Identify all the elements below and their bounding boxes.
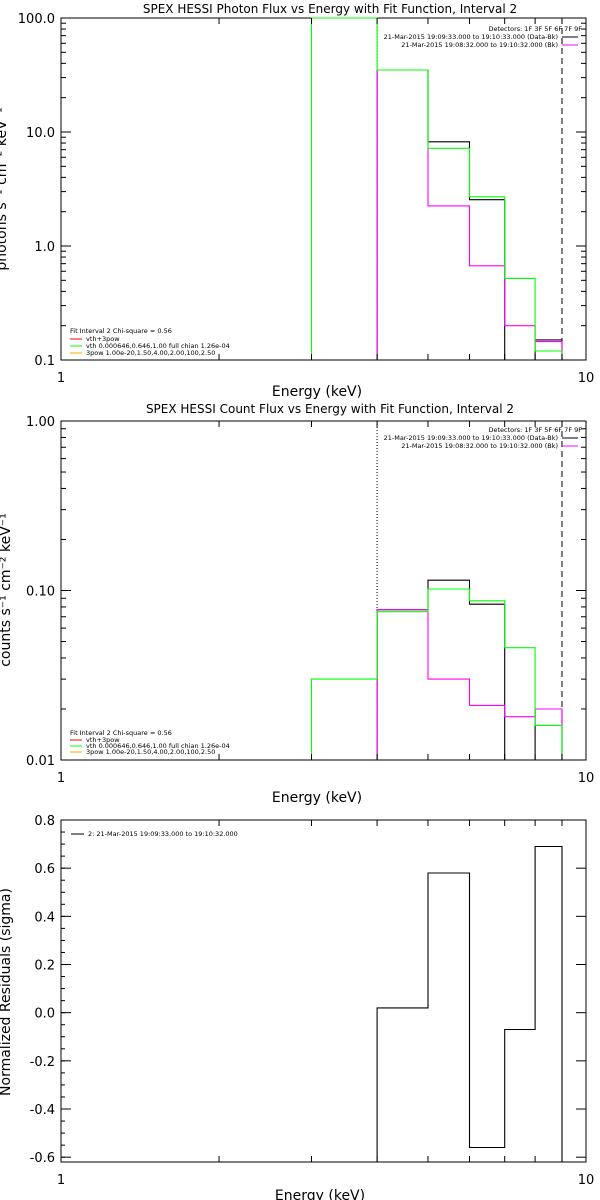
- panel2-ytick-label-3: 1.00: [26, 415, 55, 430]
- panel3-ytick-label-2: -0.4: [30, 1103, 55, 1118]
- panel3-legend-label: 2: 21-Mar-2015 19:09:33.000 to 19:10:32.…: [88, 830, 238, 838]
- panel2-legend-bk: 21-Mar-2015 19:08:32.000 to 19:10:32.000…: [401, 442, 558, 450]
- panel1-x-ticks: 1 10: [57, 18, 594, 386]
- panel1-legend-vth: vth 0.000646,0.646,1.00 full chian 1.26e…: [86, 342, 230, 350]
- panel2-xtick-label-1: 1: [57, 771, 65, 786]
- panel2-plot-frame: [60, 420, 587, 761]
- panel2-legend-vth3pow: vth+3pow: [86, 736, 120, 744]
- panel1-series-3: [310, 17, 563, 360]
- panel1-detectors-label: Detectors: 1F 3F 5F 6F 7F 9F: [488, 25, 582, 33]
- panel2-legend-vth: vth 0.000646,0.646,1.00 full chian 1.26e…: [86, 742, 230, 750]
- panel3-ytick-label-7: 0.6: [34, 862, 55, 877]
- panel1-marks: [310, 17, 563, 361]
- photon-flux-panel: SPEX HESSI Photon Flux vs Energy with Fi…: [0, 2, 594, 400]
- panel1-legend-vth3pow: vth+3pow: [86, 335, 120, 343]
- panel2-y-axis-label: counts s⁻¹ cm⁻² keV⁻¹: [0, 513, 14, 667]
- panel2-ytick-label-2: 0.10: [26, 585, 55, 600]
- panel2-y-ticks: 0.01 0.10 1.00: [26, 415, 586, 769]
- panel2-marks: [310, 421, 563, 761]
- panel1-fit-info: Fit Interval 2 Chi-square = 0.56: [70, 327, 172, 335]
- panel2-series-1: [376, 579, 563, 761]
- panel3-ytick-label-1: -0.6: [30, 1151, 55, 1166]
- panel2-series-2: [376, 609, 563, 760]
- panel2-x-axis-label: Energy (keV): [272, 790, 362, 806]
- panel3-ytick-label-5: 0.2: [34, 959, 55, 974]
- residuals-panel: -0.6 -0.4 -0.2 0.0 0.2 0.4 0.6 0.8 1 10 Energy (…: [0, 814, 594, 1200]
- panel1-legend-3pow: 3pow 1.00e-20,1.50,4.00,2.00,100,2.50: [86, 349, 215, 357]
- panel1-ytick-label-4: 100.0: [18, 12, 55, 27]
- count-flux-panel: SPEX HESSI Count Flux vs Energy with Fit…: [0, 402, 594, 806]
- panel3-x-ticks: 1 10: [57, 820, 594, 1188]
- panel2-title: SPEX HESSI Count Flux vs Energy with Fit…: [146, 402, 514, 416]
- panel3-ytick-label-4: 0.0: [34, 1007, 55, 1022]
- panel1-ytick-label-3: 10.0: [26, 126, 55, 141]
- panel3-x-axis-label: Energy (keV): [275, 1188, 365, 1200]
- panel2-series-3: [310, 588, 563, 760]
- panel1-series-2: [376, 69, 563, 360]
- panel3-y-ticks: -0.6 -0.4 -0.2 0.0 0.2 0.4 0.6 0.8: [30, 814, 586, 1166]
- panel1-y-ticks: 0.1 1.0 10.0 100.0: [18, 12, 586, 369]
- panel2-fit-info: Fit Interval 2 Chi-square = 0.56: [70, 729, 172, 737]
- panel1-legend-data-bk: 21-Mar-2015 19:09:33.000 to 19:10:33.000…: [384, 33, 558, 41]
- panel1-xtick-label-2: 10: [578, 371, 595, 386]
- panel3-ytick-label-8: 0.8: [34, 814, 55, 829]
- panel2-legend-3pow: 3pow 1.00e-20,1.50,4.00,2.00,100,2.50: [86, 748, 215, 756]
- panel2-x-ticks: 1 10: [57, 421, 594, 786]
- panel3-series-1: [376, 845, 563, 1162]
- panel3-ytick-label-3: -0.2: [30, 1055, 55, 1070]
- panel1-ytick-label-1: 0.1: [34, 354, 55, 369]
- panel3-y-axis-label: Normalized Residuals (sigma): [0, 888, 14, 1096]
- panel3-xtick-label-2: 10: [578, 1173, 595, 1188]
- panel2-xtick-label-2: 10: [578, 771, 595, 786]
- panel3-xtick-label-1: 1: [57, 1173, 65, 1188]
- panel3-ytick-label-6: 0.4: [34, 910, 55, 925]
- panel2-legend-data-bk: 21-Mar-2015 19:09:33.000 to 19:10:33.000…: [384, 434, 558, 442]
- panel1-y-axis-label: photons s⁻¹ cm⁻² keV⁻¹: [0, 107, 10, 270]
- panel3-marks: [376, 845, 563, 1162]
- panel2-ytick-label-1: 0.01: [26, 754, 55, 769]
- panel2-detectors-label: Detectors: 1F 3F 5F 6F 7F 9F: [488, 426, 582, 434]
- panel1-plot-frame: [60, 17, 587, 361]
- panel3-plot-frame: [60, 819, 587, 1163]
- panel1-xtick-label-1: 1: [57, 371, 65, 386]
- panel1-legend-bk: 21-Mar-2015 19:08:32.000 to 19:10:32.000…: [401, 41, 558, 49]
- panel1-title: SPEX HESSI Photon Flux vs Energy with Fi…: [143, 2, 517, 16]
- panel1-x-axis-label: Energy (keV): [272, 384, 362, 400]
- panel1-ytick-label-2: 1.0: [34, 240, 55, 255]
